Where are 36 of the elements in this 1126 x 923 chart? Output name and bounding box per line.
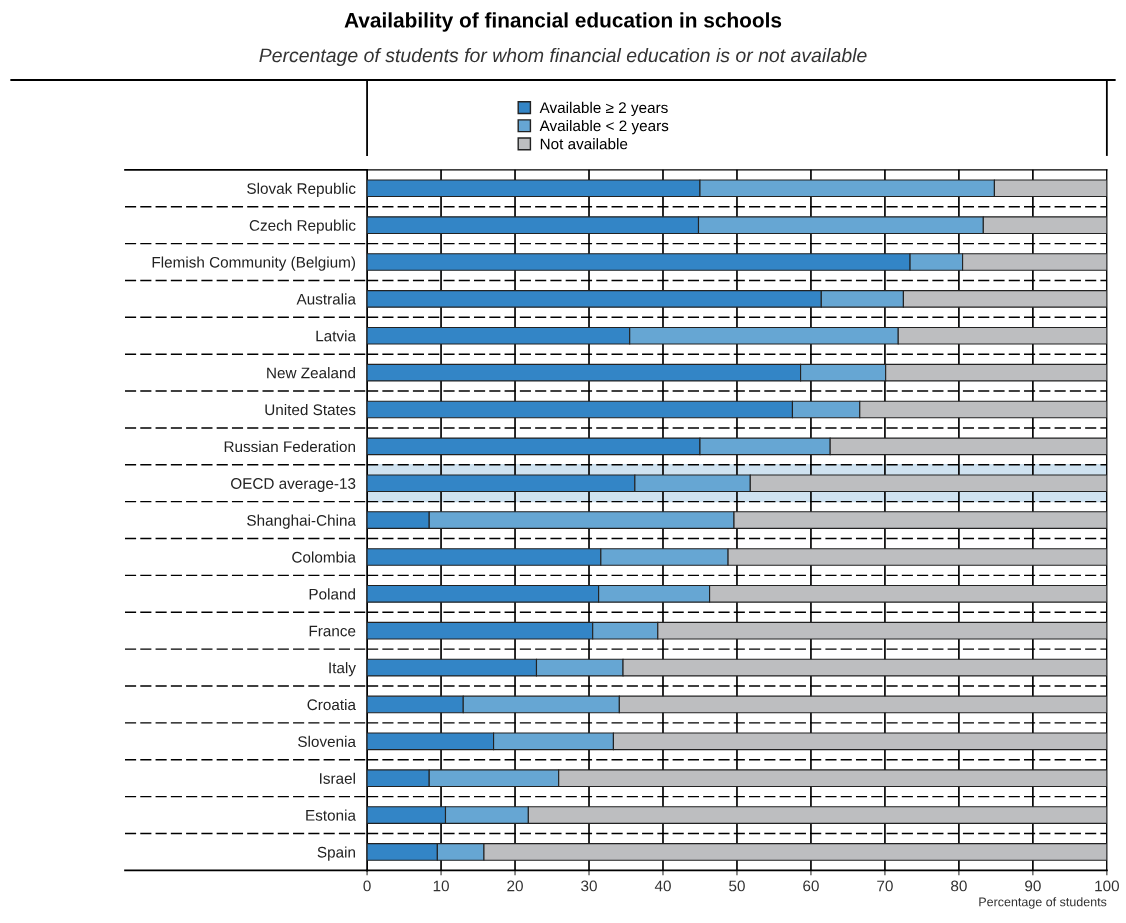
y-tick-label: Estonia: [306, 809, 356, 821]
x-tick-label: 90: [1025, 880, 1041, 892]
y-tick-label: Czech Republic: [249, 219, 356, 234]
legend-label: Not available: [540, 138, 628, 150]
y-tick-label: Italy: [329, 662, 356, 677]
x-tick-label: 20: [507, 880, 523, 892]
y-tick-label: Croatia: [307, 698, 356, 711]
y-tick-label: Colombia: [292, 551, 356, 563]
x-tick-label: 10: [433, 880, 449, 892]
y-tick-label: OECD average-13: [231, 478, 356, 492]
y-tick-label: Flemish Community (Belgium): [152, 256, 356, 271]
y-tick-label: Shanghai-China: [247, 514, 356, 529]
y-tick-label: Slovenia: [298, 735, 356, 748]
y-tick-label: New Zealand: [267, 367, 355, 379]
y-tick-label: Latvia: [316, 330, 356, 342]
legend-label: Available ≥ 2 years: [539, 101, 668, 117]
x-tick-label: 0: [363, 880, 371, 892]
x-axis-title: Percentage of students: [979, 897, 1107, 909]
x-tick-label: 80: [951, 880, 967, 892]
chart-title: Availability of financial education in schools: [344, 12, 782, 32]
x-tick-label: 50: [729, 880, 745, 892]
y-tick-label: Australia: [296, 293, 356, 305]
legend-label: Available < 2 years: [539, 119, 669, 135]
y-tick-label: France: [309, 625, 356, 637]
y-tick-label: Russian Federation: [224, 440, 355, 453]
chart-subtitle: Percentage of students for whom financial education is or not available: [259, 47, 867, 67]
y-tick-label: United States: [265, 403, 356, 416]
y-tick-label: Spain: [317, 846, 355, 861]
y-tick-label: Israel: [320, 772, 355, 784]
x-tick-label: 100: [1095, 880, 1120, 892]
x-tick-label: 70: [877, 880, 893, 892]
y-tick-label: Poland: [309, 588, 355, 600]
x-tick-label: 60: [803, 880, 819, 892]
y-tick-label: Slovak Republic: [247, 182, 356, 197]
x-tick-label: 40: [654, 880, 671, 892]
x-tick-label: 30: [581, 880, 597, 892]
